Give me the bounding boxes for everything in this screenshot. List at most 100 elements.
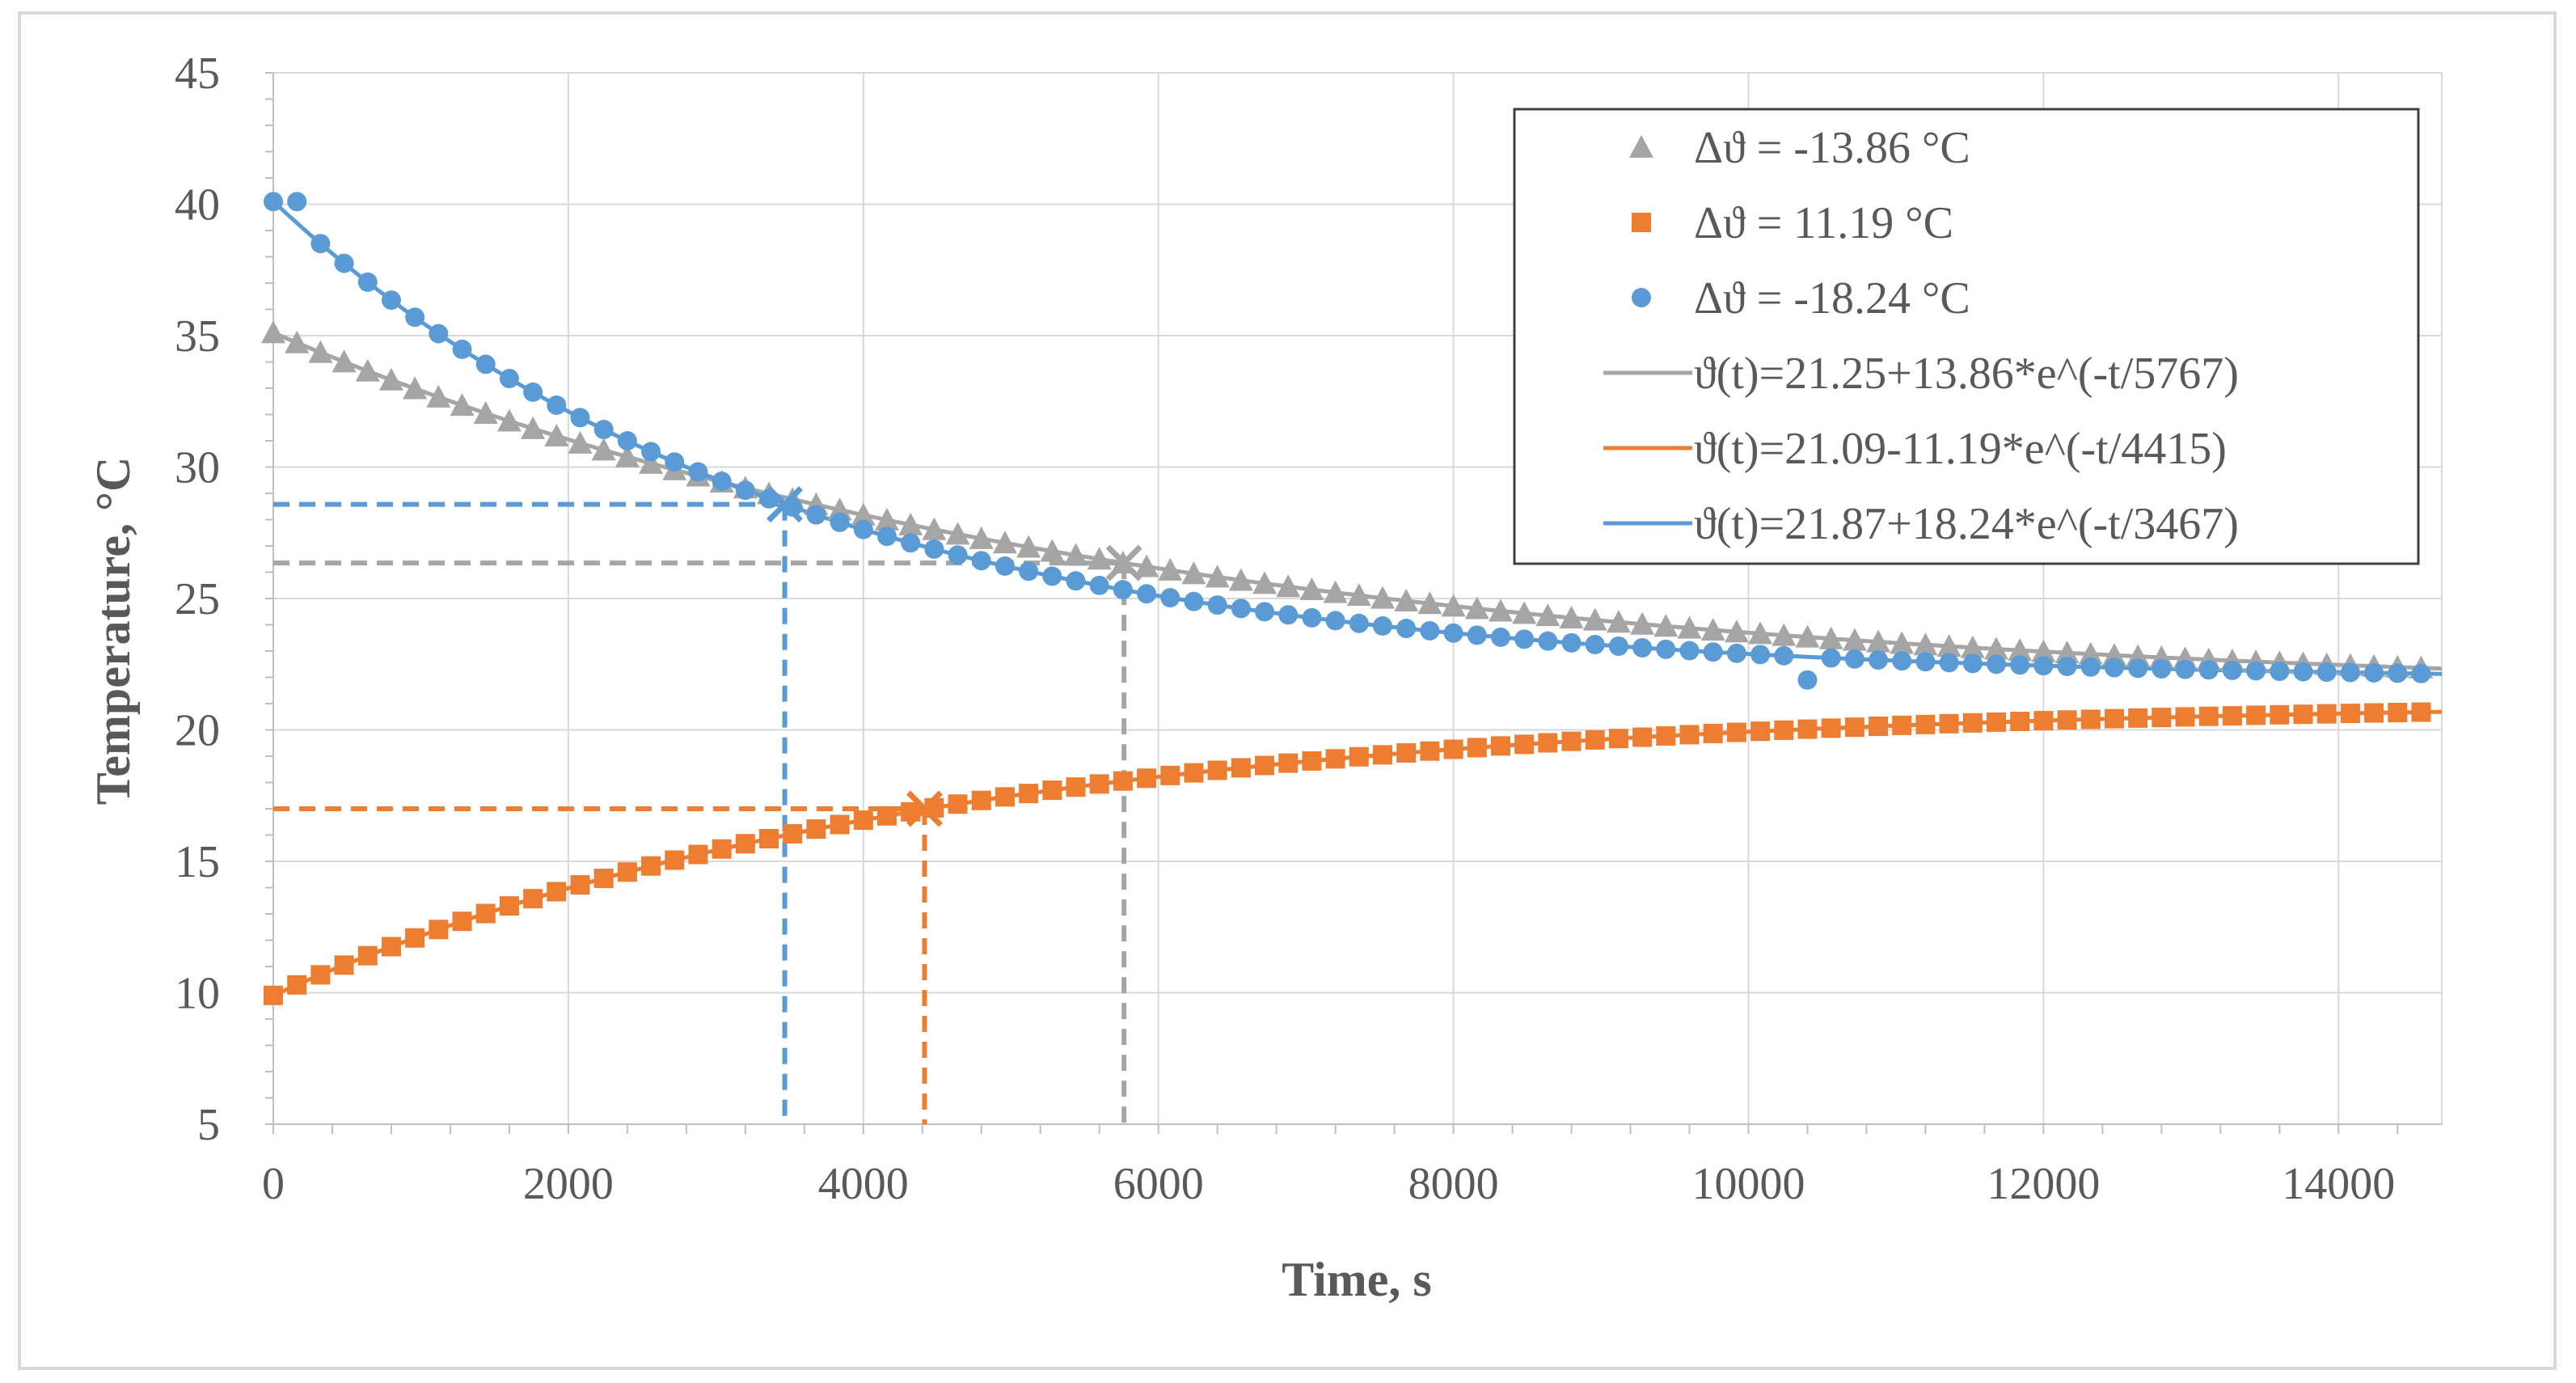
marker-square-point — [1349, 746, 1369, 767]
marker-square-point — [948, 794, 968, 814]
marker-square-point — [1373, 745, 1393, 765]
marker-square-point — [1608, 729, 1628, 749]
marker-square-point — [1137, 768, 1157, 789]
marker-triangle-point — [568, 430, 593, 454]
marker-triangle-point — [1559, 605, 1584, 628]
marker-circle-point — [1349, 613, 1369, 633]
marker-triangle-point — [1087, 547, 1112, 570]
marker-square-point — [1797, 719, 1818, 739]
time-constant-guides — [273, 501, 1127, 1124]
marker-circle-point — [1490, 627, 1510, 647]
marker-circle-point — [924, 539, 944, 559]
marker-circle-point — [310, 234, 331, 254]
marker-square-point — [1750, 721, 1771, 742]
marker-square-point — [1302, 751, 1322, 771]
marker-square-point — [2222, 706, 2242, 726]
marker-square-point — [1042, 780, 1062, 801]
marker-circle-point — [1962, 653, 1983, 674]
marker-circle-point — [901, 533, 921, 553]
marker-square-point — [2364, 703, 2384, 723]
marker-triangle-point — [285, 330, 310, 353]
marker-triangle-point — [992, 531, 1017, 554]
marker-circle-point — [1939, 653, 1959, 673]
x-tick-label: 2000 — [523, 1159, 614, 1209]
marker-square-point — [665, 850, 685, 870]
marker-circle-point — [1892, 651, 1912, 671]
marker-triangle-point — [1016, 535, 1041, 558]
marker-circle-point — [2175, 659, 2195, 679]
marker-triangle-point — [1984, 637, 2009, 660]
marker-square-point — [1538, 733, 1558, 753]
marker-square-point — [1656, 725, 1676, 746]
marker-circle-point — [2010, 655, 2030, 675]
marker-square-point — [1892, 715, 1912, 735]
marker-circle-point — [452, 339, 472, 359]
marker-square-point — [995, 787, 1015, 807]
marker-triangle-point — [544, 423, 569, 446]
marker-triangle-point — [1134, 554, 1159, 577]
marker-circle-point — [2270, 661, 2290, 681]
marker-square-point — [1467, 738, 1487, 758]
marker-circle-point — [1915, 652, 1936, 672]
marker-circle-point — [2128, 658, 2148, 679]
marker-triangle-point — [332, 349, 357, 373]
marker-triangle-point — [2101, 643, 2126, 666]
marker-triangle-point — [1630, 611, 1655, 635]
marker-circle-point — [1656, 639, 1676, 659]
marker-triangle-point — [1960, 635, 1985, 658]
y-tick-labels: 5 10 15 20 25 30 35 40 45 — [175, 49, 220, 1150]
marker-circle-point — [593, 420, 614, 440]
marker-square-point — [783, 823, 803, 844]
legend-label: Δϑ = -13.86 °C — [1694, 123, 1970, 173]
x-tick-label: 8000 — [1408, 1159, 1499, 1209]
marker-triangle-point — [355, 358, 380, 382]
marker-triangle-point — [1464, 596, 1489, 620]
marker-triangle-point — [1299, 577, 1324, 600]
marker-square-point — [2057, 710, 2077, 730]
marker-triangle-point — [969, 526, 994, 549]
marker-square-point — [617, 862, 637, 882]
marker-triangle-point — [1488, 598, 1513, 622]
y-tick-label: 30 — [175, 443, 220, 493]
marker-triangle-point — [591, 438, 616, 461]
marker-circle-point — [2388, 663, 2408, 683]
marker-triangle-point — [945, 522, 970, 545]
marker-square-point — [334, 955, 354, 975]
marker-triangle-point — [898, 512, 923, 535]
marker-circle-point — [2080, 657, 2101, 677]
marker-circle-point — [1632, 637, 1653, 658]
marker-square-point — [1703, 723, 1723, 743]
marker-triangle-point — [874, 507, 899, 531]
marker-square-point — [2340, 704, 2360, 724]
marker-triangle-point — [2008, 638, 2033, 662]
marker-square-point — [735, 834, 755, 854]
marker-square-point — [1561, 731, 1581, 751]
marker-triangle-point — [1205, 565, 1230, 588]
legend-swatch-triangle — [1629, 135, 1653, 158]
marker-circle-point — [2057, 656, 2077, 676]
x-tick-label: 4000 — [818, 1159, 909, 1209]
marker-circle-point — [1467, 625, 1487, 645]
marker-circle-point — [971, 551, 991, 571]
marker-square-point — [2411, 702, 2431, 722]
marker-square-point — [1514, 734, 1535, 755]
marker-triangle-point — [1606, 610, 1631, 633]
marker-circle-point — [1443, 623, 1463, 643]
marker-triangle-point — [1582, 607, 1607, 631]
marker-square-point — [712, 839, 732, 859]
marker-circle-point — [712, 472, 732, 492]
legend-swatch-circle — [1632, 288, 1651, 307]
marker-triangle-point — [403, 376, 428, 400]
marker-circle-point — [948, 545, 968, 565]
marker-circle-point — [617, 431, 637, 451]
marker-square-point — [1278, 753, 1299, 773]
marker-square-point — [381, 937, 401, 957]
marker-circle-point — [2293, 662, 2313, 682]
marker-square-point — [1632, 727, 1653, 747]
marker-triangle-point — [1653, 614, 1679, 637]
marker-square-point — [806, 819, 826, 840]
marker-square-point — [1774, 720, 1794, 740]
marker-triangle-point — [1842, 628, 1867, 651]
marker-circle-point — [1325, 611, 1345, 631]
marker-circle-point — [2316, 662, 2337, 683]
